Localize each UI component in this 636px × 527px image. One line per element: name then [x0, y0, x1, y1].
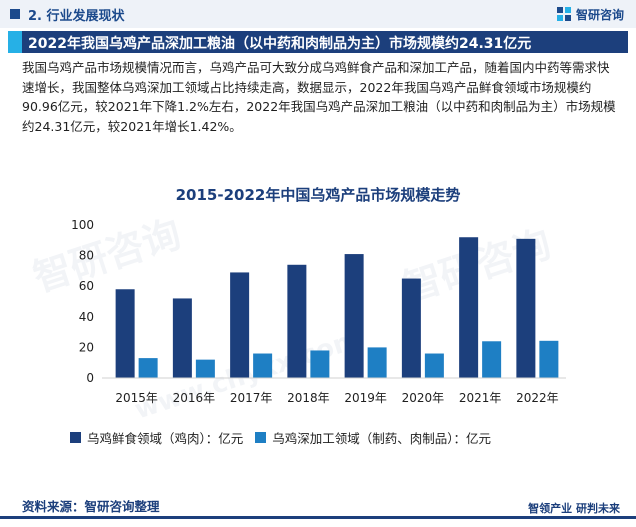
- bar-fresh: [516, 238, 536, 378]
- bar-chart: 0 20 40 60 80 100 2015年 2016年 2017年 2018年 2019年 20…: [71, 218, 566, 405]
- bar-processed: [367, 347, 387, 378]
- y-tick-label: 100: [71, 218, 94, 232]
- chart-title: 2015-2022年中国乌鸡产品市场规模走势: [175, 186, 461, 204]
- bar-processed: [138, 358, 158, 378]
- y-tick-label: 60: [79, 279, 94, 293]
- legend-item-fresh: 乌鸡鲜食领域（鸡肉）：亿元: [70, 428, 243, 447]
- legend-swatch-processed: [255, 432, 267, 443]
- bar-processed: [539, 340, 559, 378]
- x-tick-label: 2018年: [287, 391, 330, 405]
- bar-processed: [424, 353, 444, 378]
- bar-fresh: [172, 298, 192, 378]
- bar-fresh: [401, 278, 421, 378]
- y-tick-label: 20: [79, 340, 94, 354]
- bar-processed: [253, 353, 273, 378]
- x-tick-label: 2019年: [344, 391, 387, 405]
- section-title: 2. 行业发展现状: [28, 9, 125, 24]
- title-band: 2022年我国乌鸡产品深加工粮油（以中药和肉制品为主）市场规模约24.31亿元: [8, 31, 628, 53]
- y-tick-label: 0: [86, 371, 94, 385]
- logo-text: 智研咨询: [575, 7, 624, 22]
- legend-swatch-fresh: [70, 432, 81, 443]
- logo-icon: [556, 7, 571, 21]
- legend-label-fresh: 乌鸡鲜食领域（鸡肉）：亿元: [87, 431, 244, 446]
- legend-item-processed: 乌鸡深加工领域（制药、肉制品）：亿元: [255, 428, 491, 447]
- chart-legend: 乌鸡鲜食领域（鸡肉）：亿元 乌鸡深加工领域（制药、肉制品）：亿元: [70, 428, 590, 447]
- x-tick-label: 2020年: [402, 391, 445, 405]
- x-tick-label: 2017年: [230, 391, 273, 405]
- summary-paragraph: 我国乌鸡产品市场规模情况而言，乌鸡产品可大致分成乌鸡鲜食产品和深加工产品，随着国…: [22, 60, 616, 134]
- brand-logo: 智研咨询: [556, 5, 624, 23]
- bar-fresh: [287, 264, 307, 378]
- bar-processed: [482, 341, 502, 378]
- top-header-bar: 2. 行业发展现状 智研咨询: [0, 0, 636, 28]
- bottom-divider: [0, 516, 636, 519]
- bar-fresh: [115, 289, 135, 378]
- bar-processed: [195, 359, 215, 378]
- bar-processed: [310, 350, 330, 378]
- source-note: 资料来源：智研咨询整理: [22, 499, 160, 514]
- x-tick-label: 2015年: [115, 391, 158, 405]
- section-marker: [10, 9, 20, 19]
- legend-label-processed: 乌鸡深加工领域（制药、肉制品）：亿元: [272, 431, 492, 446]
- bottom-slogan: 智领产业 研判未来: [524, 500, 624, 516]
- bar-fresh: [344, 254, 364, 378]
- bar-fresh: [230, 272, 250, 378]
- page-title: 2022年我国乌鸡产品深加工粮油（以中药和肉制品为主）市场规模约24.31亿元: [28, 36, 532, 52]
- title-accent: [8, 31, 22, 53]
- x-tick-label: 2016年: [173, 391, 216, 405]
- x-tick-label: 2022年: [516, 391, 559, 405]
- y-tick-label: 40: [79, 310, 94, 324]
- bar-fresh: [459, 237, 479, 378]
- y-tick-label: 80: [79, 249, 94, 263]
- x-tick-label: 2021年: [459, 391, 502, 405]
